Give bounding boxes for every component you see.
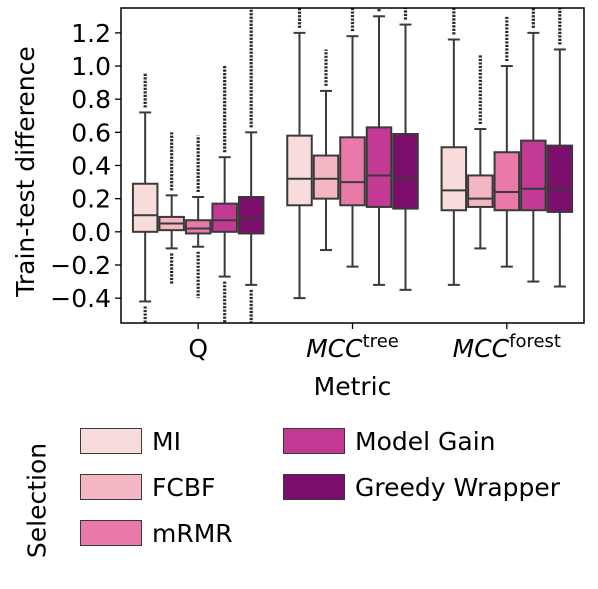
box-body [493,151,521,212]
box-layer [131,8,574,323]
y-tick-label: 1.0 [71,52,111,81]
y-tick-label: 0.4 [71,152,111,181]
legend-swatch-mrmr [80,520,142,546]
box-body [339,136,366,207]
box-body [520,139,547,212]
x-tick-label: MCCforest [453,331,561,363]
box-greedy-wrapper-1 [237,8,265,323]
x-axis-label: Metric [314,372,392,401]
y-tick-label: 0.2 [71,185,111,214]
legend-swatch-fcbf [80,474,142,500]
box-mrmr-2 [339,8,366,268]
box-fcbf-1 [158,132,185,285]
box-model-gain-2 [365,8,393,286]
box-body [467,174,494,208]
box-model-gain-3 [520,8,547,283]
box-body [184,219,212,235]
legend-swatch-greedy-wrapper [283,474,345,500]
x-tick-label: Q [188,334,208,363]
legend-swatch-model-gain [283,428,345,454]
y-tick-label: 1.2 [71,19,111,48]
legend-label-model-gain: Model Gain [355,426,496,456]
legend-item-fcbf: FCBF [80,472,215,502]
x-axis: Q MCCtree MCCforest [188,323,561,363]
legend: Selection MI FCBF mRMR Model Gain Greedy… [0,410,598,580]
legend-label-fcbf: FCBF [152,472,216,502]
box-mi-3 [440,8,468,286]
box-mrmr-1 [184,135,212,299]
legend-label-mrmr: mRMR [152,518,233,548]
box-fcbf-2 [312,49,340,252]
legend-label-mi: MI [152,426,181,456]
legend-item-mi: MI [80,426,181,456]
box-mi-2 [286,8,313,300]
y-tick-label: −0.4 [50,284,111,313]
y-axis: 1.2 1.0 0.8 0.6 0.4 0.2 0.0 −0.2 −0.4 [50,19,121,313]
y-axis-label: Train-test difference [11,46,40,297]
box-mrmr-3 [493,16,521,268]
box-model-gain-1 [211,66,238,323]
x-tick-label: MCCtree [306,331,399,363]
box-body [237,196,265,235]
box-body [211,202,238,233]
legend-label-greedy-wrapper: Greedy Wrapper [355,472,561,502]
box-plot-chart: 1.2 1.0 0.8 0.6 0.4 0.2 0.0 −0.2 −0.4 Q MCCtree MC… [11,7,585,401]
box-body [546,144,574,213]
box-body [131,182,159,233]
y-tick-label: 0.6 [71,118,111,147]
y-tick-label: −0.2 [50,251,111,280]
box-body [312,154,340,200]
legend-item-greedy-wrapper: Greedy Wrapper [283,472,560,502]
legend-item-model-gain: Model Gain [283,426,496,456]
box-body [365,126,393,208]
box-body [286,134,313,207]
legend-swatch-mi [80,428,142,454]
box-mi-1 [131,72,159,323]
box-body [392,133,419,210]
box-fcbf-3 [467,54,494,250]
legend-item-mrmr: mRMR [80,518,233,548]
box-greedy-wrapper-2 [392,8,419,291]
box-body [440,146,468,212]
y-tick-label: 0.0 [71,218,111,247]
legend-title: Selection [22,442,52,559]
y-tick-label: 0.8 [71,85,111,114]
box-greedy-wrapper-3 [546,8,574,288]
